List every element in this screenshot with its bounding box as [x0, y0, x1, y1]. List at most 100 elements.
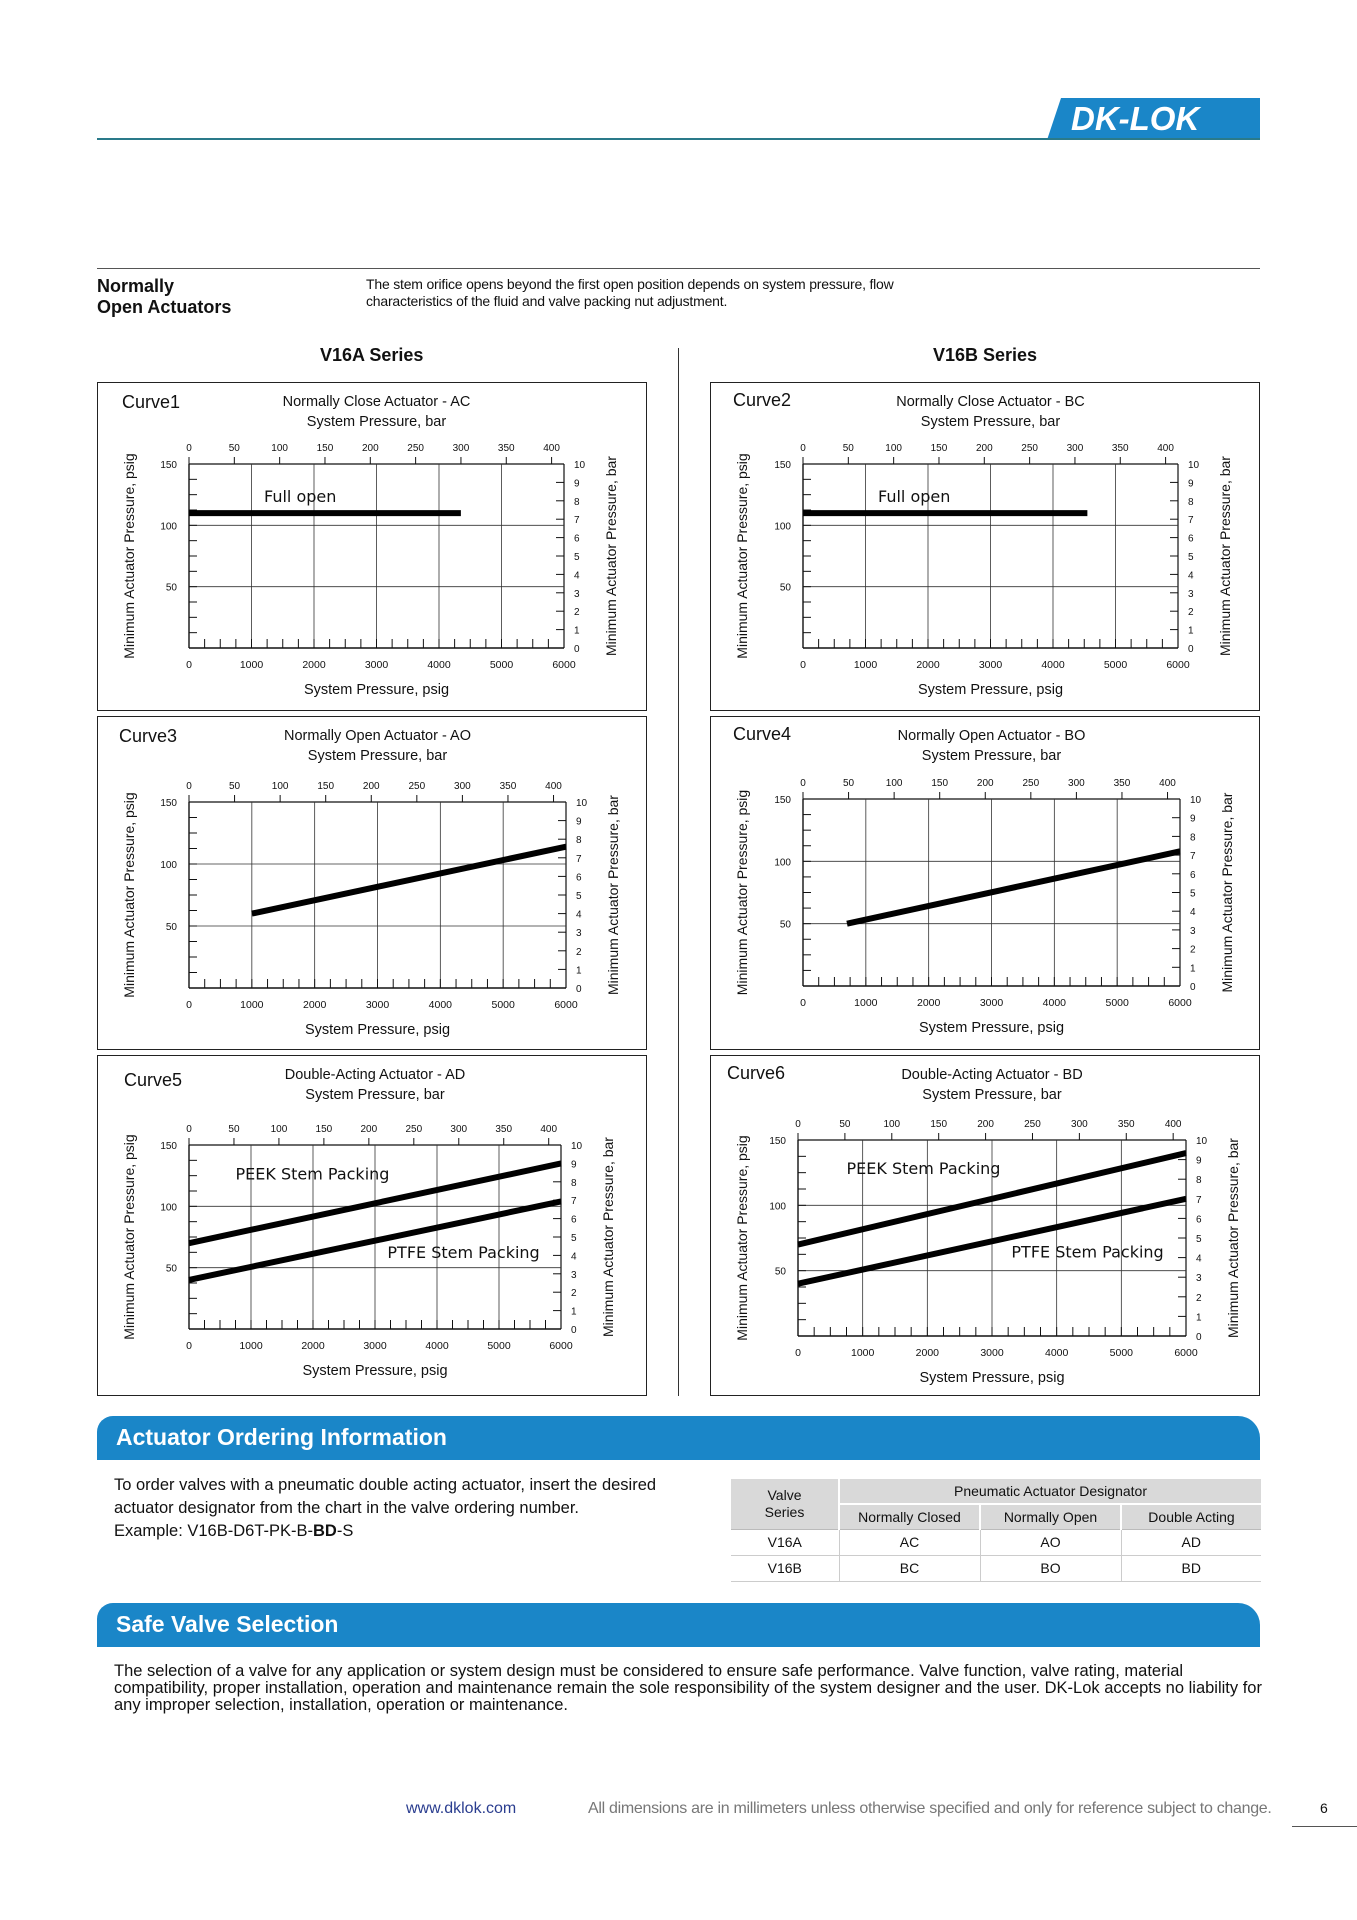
x-tick-label: 6000: [1174, 1347, 1198, 1359]
top-tick-label: 250: [1022, 778, 1039, 789]
x-tick-label: 2000: [917, 997, 941, 1009]
x-axis-label: System Pressure, psig: [304, 682, 449, 698]
y-tick-label: 150: [160, 1141, 177, 1152]
example-bold: BD: [312, 1522, 337, 1540]
right-tick-label: 1: [576, 965, 582, 976]
top-tick-label: 250: [405, 1124, 422, 1135]
right-tick-label: 0: [1196, 1332, 1202, 1343]
x-tick-label: 0: [186, 999, 192, 1011]
x-tick-label: 2000: [302, 659, 326, 671]
table-cell: V16A: [731, 1529, 839, 1556]
right-tick-label: 3: [1188, 589, 1194, 600]
y-tick-label: 150: [774, 460, 791, 471]
table-cell: AC: [838, 1529, 980, 1556]
right-tick-label: 9: [574, 478, 580, 489]
top-axis-label: System Pressure, bar: [305, 1087, 445, 1103]
curve-label: Curve5: [124, 1070, 182, 1090]
curve-label: Curve1: [122, 392, 180, 412]
top-tick-label: 150: [317, 443, 334, 454]
page-number: 6: [1320, 1800, 1328, 1816]
chart-title: Double-Acting Actuator - AD: [285, 1067, 466, 1083]
top-tick-label: 150: [931, 443, 948, 454]
table-group-header: Pneumatic Actuator Designator: [838, 1479, 1261, 1505]
x-tick-label: 3000: [980, 997, 1004, 1009]
top-tick-label: 150: [931, 778, 948, 789]
right-tick-label: 9: [576, 817, 582, 828]
x-tick-label: 5000: [487, 1340, 511, 1352]
top-tick-label: 400: [1159, 778, 1176, 789]
right-tick-label: 6: [1188, 534, 1194, 545]
top-tick-label: 250: [1021, 443, 1038, 454]
y-tick-label: 50: [775, 1267, 787, 1278]
page-number-rule: [1292, 1826, 1357, 1827]
x-tick-label: 1000: [240, 659, 264, 671]
top-tick-label: 50: [228, 1124, 240, 1135]
right-tick-label: 9: [1190, 814, 1196, 825]
right-tick-label: 0: [576, 984, 582, 995]
footer-url[interactable]: www.dklok.com: [406, 1800, 517, 1817]
right-tick-label: 4: [1190, 907, 1196, 918]
table-cell: BD: [1120, 1555, 1261, 1582]
right-tick-label: 8: [574, 497, 580, 508]
series-line: [188, 1198, 562, 1283]
top-tick-label: 0: [795, 1119, 801, 1130]
top-tick-label: 400: [540, 1124, 557, 1135]
top-tick-label: 250: [407, 443, 424, 454]
x-axis-label: System Pressure, psig: [919, 1370, 1064, 1386]
safe-banner: Safe Valve Selection: [97, 1603, 1260, 1647]
top-tick-label: 100: [883, 1119, 900, 1130]
right-tick-label: 8: [1188, 497, 1194, 508]
y-tick-label: 150: [160, 798, 177, 809]
series-heading-v16b: V16B Series: [933, 345, 1038, 365]
x-tick-label: 2000: [916, 659, 940, 671]
safe-title: Safe Valve Selection: [116, 1611, 339, 1637]
chart-svg: Curve1 Normally Close Actuator - AC System…: [121, 392, 619, 698]
y2-axis-label: Minimum Actuator Pressure, bar: [600, 1137, 616, 1337]
right-tick-label: 9: [571, 1159, 577, 1170]
example-prefix: Example: V16B-D6T-PK-B-: [114, 1522, 313, 1540]
y-tick-label: 150: [160, 460, 177, 471]
table-row: V16A AC AO AD: [731, 1529, 1261, 1556]
top-tick-label: 200: [363, 781, 380, 792]
chart-svg: Curve3 Normally Open Actuator - AO System …: [119, 726, 621, 1038]
series-annotation: PTFE Stem Packing: [387, 1243, 539, 1262]
x-tick-label: 6000: [1166, 659, 1190, 671]
chart-panel-curve6: Curve6 Double-Acting Actuator - BD System …: [710, 1055, 1260, 1396]
top-tick-label: 300: [1068, 778, 1085, 789]
y-tick-label: 50: [166, 1264, 178, 1275]
chart-panel-curve4: Curve4 Normally Open Actuator - BO System …: [710, 716, 1260, 1050]
x-axis-label: System Pressure, psig: [305, 1022, 450, 1038]
right-tick-label: 4: [576, 910, 582, 921]
x-tick-label: 3000: [366, 999, 390, 1011]
top-tick-label: 0: [800, 778, 806, 789]
chart-panel-curve2: Curve2 Normally Close Actuator - BC System…: [710, 382, 1260, 711]
right-tick-label: 10: [571, 1141, 583, 1152]
top-tick-label: 300: [450, 1124, 467, 1135]
x-tick-label: 4000: [427, 659, 451, 671]
x-axis-label: System Pressure, psig: [918, 682, 1063, 698]
y-axis-label: Minimum Actuator Pressure, psig: [121, 792, 137, 997]
top-tick-label: 400: [1157, 443, 1174, 454]
curve-label: Curve2: [733, 390, 791, 410]
section-title: Normally Open Actuators: [97, 276, 232, 317]
top-tick-label: 400: [543, 443, 560, 454]
right-tick-label: 3: [574, 589, 580, 600]
right-tick-label: 7: [1190, 851, 1196, 862]
y-tick-label: 150: [769, 1136, 786, 1147]
curve-label: Curve3: [119, 726, 177, 746]
series-annotation: PEEK Stem Packing: [236, 1164, 390, 1183]
top-tick-label: 400: [1165, 1119, 1182, 1130]
y-tick-label: 50: [166, 922, 178, 933]
top-tick-label: 100: [272, 781, 289, 792]
x-tick-label: 0: [800, 997, 806, 1009]
right-tick-label: 8: [576, 835, 582, 846]
x-tick-label: 2000: [303, 999, 327, 1011]
right-tick-label: 1: [574, 626, 580, 637]
x-tick-label: 2000: [301, 1340, 325, 1352]
top-tick-label: 50: [839, 1119, 851, 1130]
y2-axis-label: Minimum Actuator Pressure, bar: [1217, 456, 1233, 656]
right-tick-label: 0: [574, 644, 580, 655]
top-tick-label: 250: [408, 781, 425, 792]
y2-axis-label: Minimum Actuator Pressure, bar: [1219, 792, 1235, 992]
top-tick-label: 0: [186, 781, 192, 792]
